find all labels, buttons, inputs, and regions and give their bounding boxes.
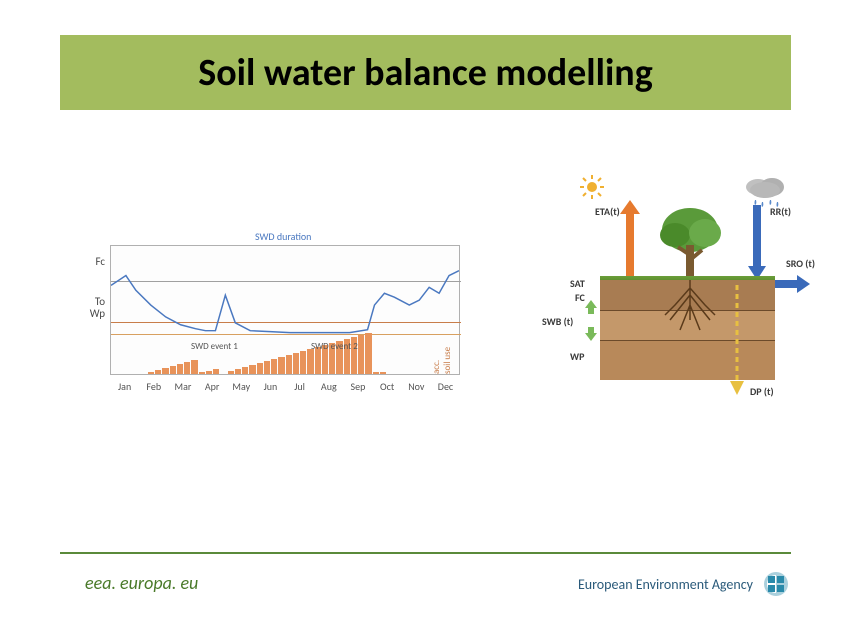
wp-label: WP: [570, 350, 584, 363]
page-title: Soil water balance modelling: [198, 50, 652, 96]
title-bar: Soil water balance modelling: [60, 35, 791, 110]
sun-icon: [580, 175, 604, 199]
chart-plot-area: SWD event 1 SWD event 2 acc. soil use: [110, 245, 460, 375]
acc-soil-use-label: acc. soil use: [431, 346, 453, 374]
dp-arrow: [730, 285, 744, 395]
tree-icon: [650, 205, 730, 285]
footer-divider: [60, 552, 791, 554]
fc-label: FC: [575, 291, 585, 304]
soil-profile: [600, 280, 775, 380]
dp-label: DP (t): [750, 385, 774, 398]
swb-up-arrow: [585, 300, 597, 314]
eta-arrow: [620, 200, 640, 282]
swb-line-series: [111, 246, 459, 374]
swd-event2-label: SWD event 2: [311, 341, 358, 352]
swd-duration-label: SWD duration: [255, 230, 311, 243]
rr-label: RR(t): [770, 205, 791, 218]
y-axis-label-wp: Wp: [85, 307, 105, 320]
rr-arrow: [748, 205, 766, 280]
y-axis-label-fc: Fc: [85, 255, 105, 268]
eea-logo-icon: [761, 569, 791, 599]
sro-arrow: [775, 275, 810, 293]
soil-layer-low: [600, 340, 775, 380]
sro-label: SRO (t): [786, 257, 815, 270]
footer-url: eea. europa. eu: [85, 572, 198, 594]
swd-chart: SWD duration Fc To Wp SWD event 1 SWD ev…: [85, 225, 465, 405]
eta-label: ETA(t): [595, 205, 620, 218]
footer-agency-name: European Environment Agency: [578, 576, 753, 593]
roots-icon: [655, 280, 725, 335]
sat-label: SAT: [570, 277, 585, 290]
swb-down-arrow: [585, 327, 597, 341]
swd-event1-label: SWD event 1: [191, 341, 238, 352]
footer-logo: European Environment Agency: [578, 569, 791, 599]
soil-divider: [600, 340, 775, 341]
soil-water-diagram: ETA(t) RR(t) SRO (t) SAT FC SWB (t) WP: [540, 175, 810, 415]
x-axis-labels: JanFebMarAprMayJunJulAugSepOctNovDec: [110, 380, 460, 393]
swb-label: SWB (t): [542, 315, 573, 328]
